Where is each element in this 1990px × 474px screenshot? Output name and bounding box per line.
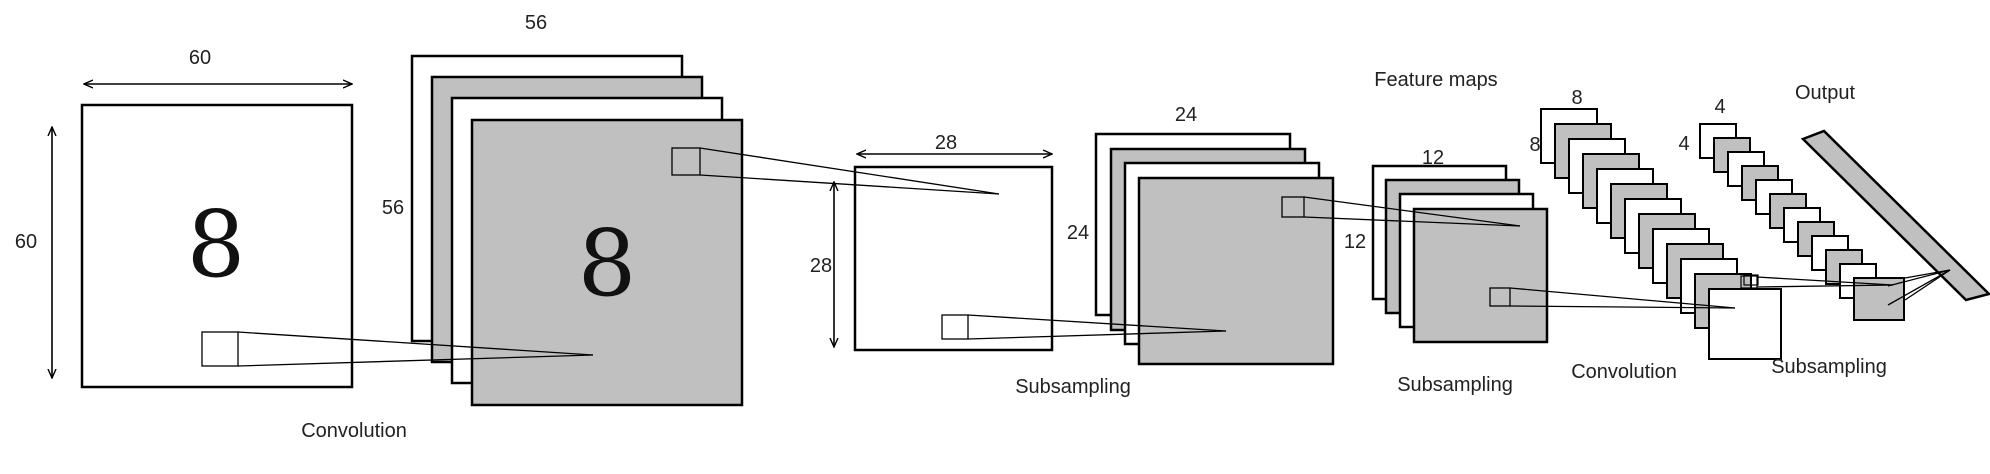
layer6-width-label: 4 [1714,96,1725,118]
layer2-feature-map [853,165,1054,352]
connection-layer5-to-layer6 [1756,276,1894,288]
feature-maps-label: Feature maps [1374,69,1497,91]
input-width-dimension: 60 [84,47,352,84]
layer3-width-label: 24 [1175,104,1197,126]
layer6-receptive-field [1743,274,1759,286]
output-layer [1800,129,1990,302]
input-height-label: 60 [15,231,37,253]
layer3-receptive-field [1281,196,1305,218]
input-image: 8 [80,103,354,389]
connection-layer3-to-layer4 [1303,196,1521,227]
layer6-label: Subsampling [1771,356,1887,378]
layer1-height-label: 56 [382,197,404,219]
layer5-map [1708,288,1782,360]
layer6-height-label: 4 [1678,133,1689,155]
layer5-label: Convolution [1571,361,1677,383]
layer1-receptive-field [671,147,701,176]
input-digit: 8 [187,191,246,298]
layer1-label: Convolution [301,420,407,442]
layer2-map [853,165,1054,352]
layer5-height-label: 8 [1529,134,1540,156]
output-label: Output [1795,82,1855,104]
layer2-label: Subsampling [1015,376,1131,398]
input-width-label: 60 [189,47,211,69]
input-height-dimension: 60 [15,127,52,378]
layer4-map [1412,207,1549,344]
input-receptive-field [201,331,239,367]
output-bar [1800,129,1990,302]
layer6-feature-maps [1699,123,1905,321]
layer3-height-label: 24 [1067,222,1089,244]
layer5-feature-maps [1540,108,1782,360]
connection-layer1-to-layer2 [699,147,1000,195]
connection-layer2-to-layer3 [967,314,1227,340]
layer2-width-dimension: 28 [857,132,1052,154]
layer2-width-label: 28 [935,132,957,154]
layer4-label: Subsampling [1397,374,1513,396]
layer2-receptive-field [941,314,969,340]
layer3-feature-maps [1094,132,1335,366]
connection-layer6-to-output [1887,269,1951,306]
layer1-feature-maps: 8 [410,54,744,407]
layer4-height-label: 12 [1344,231,1366,253]
layer4-width-label: 12 [1422,147,1444,169]
input-square [80,103,354,389]
layer4-feature-maps [1371,164,1549,344]
layer4-receptive-field [1489,287,1511,307]
layer2-height-label: 28 [810,255,832,277]
layer2-height-dimension: 28 [810,182,834,347]
connection-layer4-to-layer5 [1509,287,1736,309]
connection-input-to-layer1 [237,331,594,367]
layer5-width-label: 8 [1571,87,1582,109]
layer5-receptive-field [1740,275,1758,289]
layer1-digit: 8 [578,210,637,317]
layer1-width-label: 56 [525,12,547,34]
